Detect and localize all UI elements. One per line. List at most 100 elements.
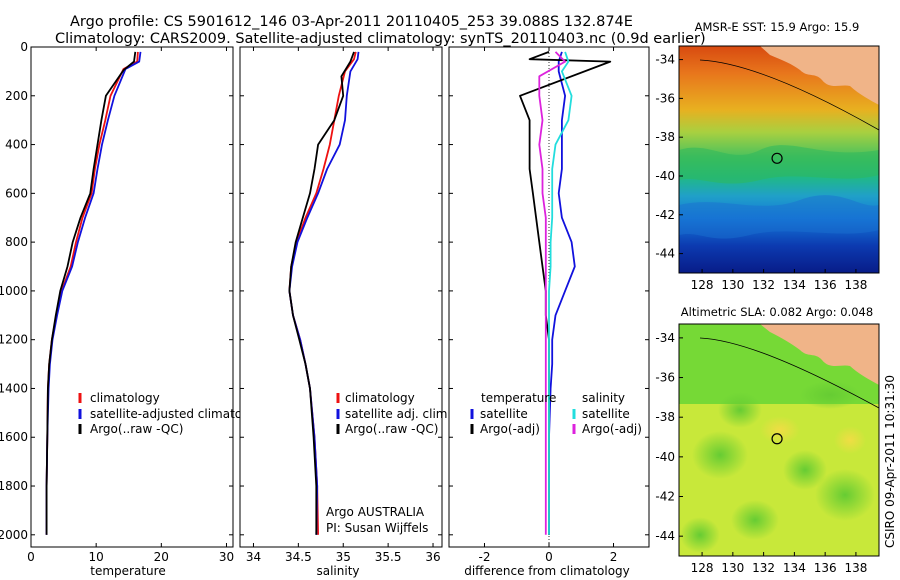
y-tick-label: 0 [20,40,28,54]
difference-legend: temperature salinity satellite Argo(-adj… [470,391,642,436]
temperature-plot-frame [30,46,234,548]
salinity-axis-label: salinity [316,564,359,578]
temperature-axis-label: temperature [90,564,165,578]
map-x-tick-label: 130 [721,278,744,292]
float-pi-annotation: PI: Susan Wijffels [326,521,428,535]
sst-map-frame [678,45,880,274]
temperature-series [45,51,142,535]
coastline-land [760,324,879,385]
legend-header-temperature: temperature [481,391,556,405]
sla-map-frame [678,323,880,557]
legend-label-satellite: satellite-adjusted climatology [90,407,268,421]
sst-map-axes: 128 130 132 134 136 138 -34 -36 -38 -40 -42 -44 [655,53,867,292]
map-x-tick-label: 138 [844,561,867,575]
map-y-tick-label: -42 [655,208,675,222]
map-x-tick-label: 134 [783,278,806,292]
y-tick-label: 1200 [0,333,28,347]
sla-eddy [800,381,860,409]
depth-axis-ticks: 0 200 400 600 800 1000 1200 1400 1600 1800 2000 [0,40,233,542]
sla-warm-eddy [834,426,866,454]
map-y-tick-label: -44 [655,529,675,543]
legend-label-satellite: satellite adj. clim. [345,407,451,421]
sla-eddy [815,469,875,521]
map-y-tick-label: -38 [655,130,675,144]
x-tick-label: 35.5 [375,550,402,564]
x-tick-label: 0 [27,550,35,564]
shelf-contour [699,59,879,131]
legend-label-climatology: climatology [90,391,160,405]
sst-front-band [679,145,879,184]
legend-label-temp-satellite: satellite [480,407,528,421]
map-x-tick-label: 136 [814,278,837,292]
sst-cold-band [679,195,879,239]
series-line [288,51,355,535]
y-tick-label: 400 [5,138,28,152]
shelf-contour [699,337,879,409]
x-tick-label: 35 [336,550,351,564]
salinity-axis-ticks: 34 34.5 35 35.5 36 [240,46,442,564]
csiro-timestamp: CSIRO 09-Apr-2011 10:31:30 [883,375,897,548]
x-tick-label: -2 [478,550,490,564]
legend-header-salinity: salinity [582,391,625,405]
sst-map-title: AMSR-E SST: 15.9 Argo: 15.9 [695,20,860,34]
figure-title-line1: Argo profile: CS 5901612_146 03-Apr-2011… [70,14,633,30]
coastline-land [760,46,879,105]
legend-label-sal-satellite: satellite [582,407,630,421]
difference-axis-label: difference from climatology [464,564,630,578]
map-y-tick-label: -42 [655,490,675,504]
salinity-plot-frame [239,46,443,548]
sst-field [679,46,879,273]
sla-map-title: Altimetric SLA: 0.082 Argo: 0.048 [681,305,873,319]
salinity-legend: climatology satellite adj. clim. Argo(..… [336,391,451,436]
float-program-annotation: Argo AUSTRALIA [326,505,425,519]
series-line [548,51,576,535]
legend-label-argo: Argo(..raw -QC) [345,422,438,436]
map-x-tick-label: 130 [721,561,744,575]
map-y-tick-label: -44 [655,247,675,261]
salinity-series [288,51,360,535]
x-tick-label: 10 [89,550,104,564]
y-tick-label: 2000 [0,528,28,542]
map-x-tick-label: 128 [691,278,714,292]
x-tick-label: 20 [154,550,169,564]
y-tick-label: 600 [5,186,28,200]
map-y-tick-label: -34 [655,53,675,67]
map-x-tick-label: 132 [752,278,775,292]
salinity-panel: 34 34.5 35 35.5 36 salinity climatology sate… [239,46,451,578]
map-y-tick-label: -40 [655,169,675,183]
map-y-tick-label: -34 [655,331,675,345]
map-x-tick-label: 138 [844,278,867,292]
x-tick-label: 30 [219,550,234,564]
x-tick-label: 2 [610,550,618,564]
series-line [45,51,137,535]
y-tick-label: 200 [5,89,28,103]
legend-label-argo: Argo(..raw -QC) [90,422,183,436]
sla-eddy [783,450,827,490]
x-tick-label: 0 [545,550,553,564]
argo-float-position-marker [771,433,783,445]
difference-series [519,51,612,535]
map-x-tick-label: 136 [814,561,837,575]
sla-map: Altimetric SLA: 0.082 Argo: 0.048 128 130… [655,305,880,575]
series-line [538,51,566,535]
map-y-tick-label: -36 [655,91,675,105]
figure-title-line2: Climatology: CARS2009. Satellite-adjuste… [55,31,706,47]
y-tick-label: 1000 [0,284,28,298]
map-y-tick-label: -36 [655,371,675,385]
y-tick-label: 1800 [0,479,28,493]
sla-map-axes: 128 130 132 134 136 138 -34 -36 -38 -40 -42 -44 [655,331,867,575]
y-tick-label: 1600 [0,430,28,444]
sla-eddy [718,392,762,428]
sla-eddy [731,500,779,540]
map-x-tick-label: 134 [783,561,806,575]
x-tick-label: 36 [425,550,440,564]
legend-label-sal-argo: Argo(-adj) [582,422,642,436]
difference-axis-ticks: -2 0 2 [449,46,649,564]
map-y-tick-label: -38 [655,410,675,424]
sla-field [679,324,879,556]
temperature-panel: 0 200 400 600 800 1000 1200 1400 1600 1800 2000 0 1… [0,40,268,578]
series-line [548,51,573,535]
map-y-tick-label: -40 [655,450,675,464]
